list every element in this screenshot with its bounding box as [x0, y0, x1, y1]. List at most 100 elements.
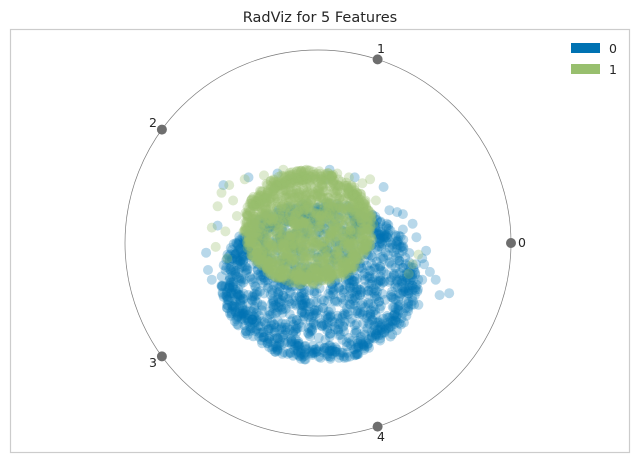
- data-point-series-0-1171: [269, 346, 280, 357]
- data-point-series-0-952: [222, 303, 233, 313]
- data-point-series-0-747: [266, 337, 276, 348]
- data-point-series-0-1091: [290, 334, 301, 345]
- data-point-series-0-911: [319, 258, 330, 269]
- data-point-series-0-333: [274, 231, 285, 242]
- data-point-series-0-1074: [250, 229, 261, 239]
- data-point-series-1-132: [324, 276, 335, 287]
- data-point-series-0-736: [300, 268, 311, 279]
- data-point-series-0-156: [398, 234, 409, 245]
- data-point-series-0-419: [398, 317, 409, 328]
- data-point-series-0-513: [367, 215, 378, 226]
- data-point-series-0-1534: [430, 274, 441, 285]
- data-point-series-0-833: [304, 309, 315, 320]
- data-point-series-0-1402: [337, 312, 348, 323]
- data-point-series-0-469: [352, 215, 363, 226]
- data-point-series-0-1108: [329, 228, 340, 239]
- data-point-series-0-625: [369, 292, 380, 302]
- data-point-series-0-354: [268, 296, 279, 307]
- data-point-series-0-988: [401, 268, 412, 279]
- data-point-series-1-223: [277, 264, 288, 275]
- data-point-series-0-1526: [384, 205, 395, 216]
- data-point-series-1-216: [241, 208, 252, 219]
- data-point-series-1-97: [339, 237, 350, 247]
- data-point-series-0-303: [320, 334, 331, 345]
- data-point-series-1-64: [261, 262, 272, 273]
- data-point-series-0-1044: [397, 262, 408, 273]
- data-point-series-0-638: [277, 251, 288, 262]
- data-point-series-0-954: [235, 294, 246, 305]
- data-point-series-1-200: [256, 215, 266, 226]
- data-point-series-0-715: [343, 247, 354, 258]
- data-point-series-0-1234: [334, 282, 345, 293]
- data-point-series-1-96: [291, 185, 302, 196]
- data-point-series-0-1288: [303, 211, 314, 222]
- data-point-series-0-1038: [392, 240, 403, 251]
- data-point-series-0-1384: [231, 289, 242, 300]
- data-point-series-0-79: [379, 327, 390, 338]
- data-point-series-0-1368: [387, 329, 398, 340]
- data-point-series-0-1446: [348, 265, 359, 276]
- data-point-series-1-129: [263, 265, 274, 276]
- data-point-series-0-173: [394, 255, 404, 266]
- data-point-series-0-1513: [355, 307, 366, 318]
- data-point-series-0-1163: [381, 323, 392, 334]
- data-point-series-0-957: [224, 281, 235, 292]
- data-point-series-0-295: [303, 274, 314, 285]
- data-point-series-0-103: [251, 231, 262, 242]
- data-point-series-0-175: [350, 224, 361, 234]
- data-point-series-0-1155: [303, 328, 313, 338]
- data-point-series-1-88: [285, 169, 296, 180]
- data-point-series-0-955: [226, 285, 237, 296]
- data-point-series-0-1272: [337, 285, 348, 296]
- data-point-series-0-188: [386, 272, 397, 283]
- data-point-series-0-500: [411, 279, 422, 290]
- data-point-series-0-312: [222, 299, 232, 310]
- data-point-series-0-1260: [301, 201, 312, 212]
- data-point-series-0-1255: [367, 314, 378, 325]
- data-point-series-0-836: [218, 291, 229, 302]
- data-point-series-0-1126: [296, 322, 307, 333]
- data-point-series-0-1220: [339, 308, 350, 319]
- data-point-series-0-487: [264, 333, 275, 344]
- data-point-series-0-709: [274, 240, 285, 251]
- data-point-series-0-151: [338, 321, 349, 332]
- data-point-series-0-989: [251, 286, 262, 297]
- data-point-series-1-256: [284, 173, 295, 184]
- data-point-series-0-269: [331, 199, 342, 209]
- data-point-series-0-263: [398, 287, 409, 298]
- data-point-series-0-1209: [300, 308, 310, 319]
- data-point-series-1-267: [353, 199, 364, 210]
- data-point-series-0-809: [365, 308, 376, 319]
- data-point-series-0-971: [352, 216, 363, 227]
- data-point-series-0-814: [381, 218, 392, 229]
- data-point-series-0-130: [321, 202, 332, 213]
- data-point-series-0-1213: [325, 268, 336, 279]
- data-point-series-0-1460: [227, 304, 238, 314]
- data-point-series-0-1146: [248, 231, 259, 242]
- data-point-series-0-964: [236, 310, 246, 321]
- data-point-series-0-280: [278, 212, 289, 223]
- data-point-series-0-757: [376, 265, 387, 276]
- data-point-series-0-1276: [249, 232, 260, 243]
- data-point-series-1-257: [318, 186, 328, 197]
- data-point-series-0-164: [403, 267, 414, 277]
- data-point-series-0-1046: [341, 226, 352, 237]
- data-point-series-0-1349: [385, 315, 396, 326]
- data-point-series-0-489: [407, 295, 418, 306]
- data-point-series-0-236: [282, 231, 293, 242]
- data-point-series-0-42: [372, 214, 382, 225]
- data-point-series-1-318: [263, 259, 274, 270]
- data-point-series-0-225: [344, 216, 355, 227]
- data-point-series-0-985: [234, 274, 245, 285]
- data-point-series-1-215: [338, 212, 349, 223]
- data-point-series-0-1289: [229, 294, 240, 305]
- data-point-series-0-847: [363, 214, 374, 225]
- data-point-series-0-1359: [345, 282, 356, 293]
- data-point-series-1-67: [322, 211, 332, 222]
- data-point-series-0-970: [296, 288, 307, 299]
- data-point-series-0-245: [391, 325, 402, 336]
- data-point-series-1-90: [262, 266, 273, 277]
- data-point-series-0-1249: [240, 328, 251, 339]
- data-point-series-0-931: [341, 352, 352, 363]
- data-point-series-1-36: [326, 268, 337, 279]
